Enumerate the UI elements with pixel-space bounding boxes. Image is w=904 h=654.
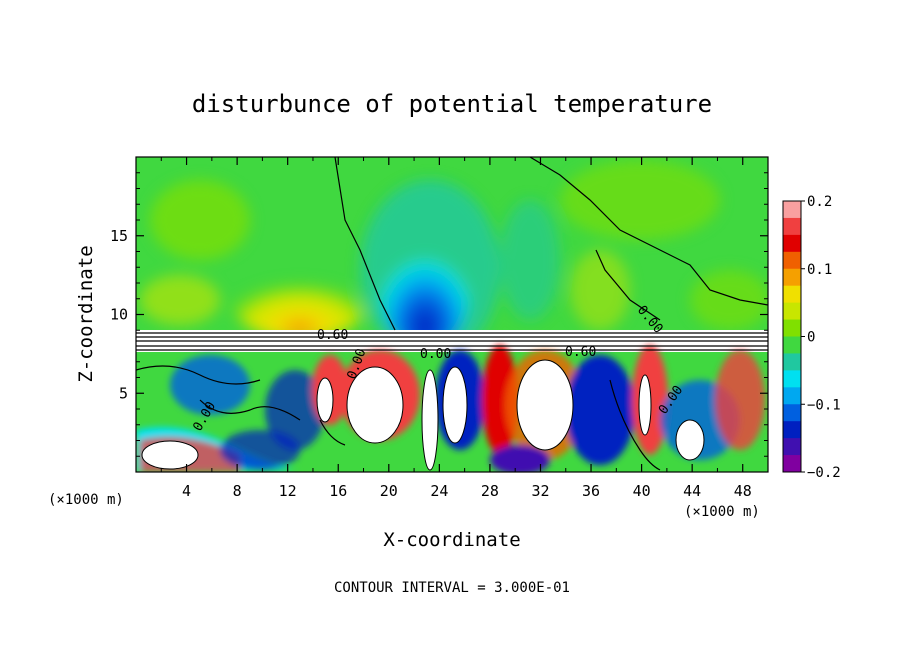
colorbar-swatch [783, 336, 801, 354]
colorbar-swatch [783, 251, 801, 270]
colorbar-swatch [783, 438, 801, 456]
x-tick-label: 24 [430, 482, 448, 500]
x-tick-label: 12 [279, 482, 297, 500]
colorbar-swatch [783, 234, 801, 253]
colorbar-swatch [783, 285, 801, 304]
x-tick-label: 40 [633, 482, 651, 500]
colorbar [782, 200, 802, 473]
y-axis: 5 10 15 [110, 172, 768, 457]
x-tick-label: 16 [329, 482, 347, 500]
contour-label: 0.00 [420, 347, 451, 362]
chart-title: disturbunce of potential temperature [192, 90, 712, 118]
colorbar-swatch [783, 404, 801, 422]
x-tick-label: 4 [182, 482, 191, 500]
contour-interval-note: CONTOUR INTERVAL = 3.000E-01 [334, 580, 570, 596]
colorbar-ticks: 0.2 0.1 0 −0.1 −0.2 [801, 194, 841, 481]
colorbar-swatch [783, 421, 801, 439]
y-tick-label: 15 [110, 227, 128, 245]
colorbar-swatch [783, 302, 801, 321]
x-tick-label: 28 [481, 482, 499, 500]
contour-label: 0.60 [565, 345, 596, 360]
colorbar-swatch [783, 268, 801, 287]
colorbar-swatch [783, 319, 801, 337]
colorbar-swatch [783, 370, 801, 388]
colorbar-swatch [783, 217, 801, 236]
x-unit-left: (×1000 m) [48, 492, 124, 508]
colorbar-tick-label: 0.1 [807, 262, 832, 278]
x-tick-label: 36 [582, 482, 600, 500]
colorbar-swatch [783, 455, 801, 473]
y-tick-label: 10 [110, 306, 128, 324]
x-tick-label: 32 [531, 482, 549, 500]
x-axis: 4 8 12 16 20 24 28 32 36 40 44 48 [160, 157, 752, 500]
colorbar-swatch [783, 201, 801, 219]
x-unit-right: (×1000 m) [684, 504, 760, 520]
colorbar-tick-label: −0.2 [807, 465, 841, 481]
y-axis-label: Z-coordinate [75, 245, 97, 382]
contour-label: 0.60 [317, 328, 348, 343]
colorbar-tick-label: −0.1 [807, 397, 841, 413]
y-tick-label: 5 [119, 384, 128, 402]
x-tick-label: 48 [734, 482, 752, 500]
heatmap-field [136, 157, 768, 472]
colorbar-swatch [783, 387, 801, 405]
x-tick-label: 20 [380, 482, 398, 500]
x-axis-label: X-coordinate [383, 529, 520, 551]
colorbar-tick-label: 0.2 [807, 194, 832, 210]
colorbar-tick-label: 0 [807, 330, 815, 346]
colorbar-swatch [783, 353, 801, 371]
x-tick-label: 8 [233, 482, 242, 500]
x-tick-label: 44 [683, 482, 701, 500]
